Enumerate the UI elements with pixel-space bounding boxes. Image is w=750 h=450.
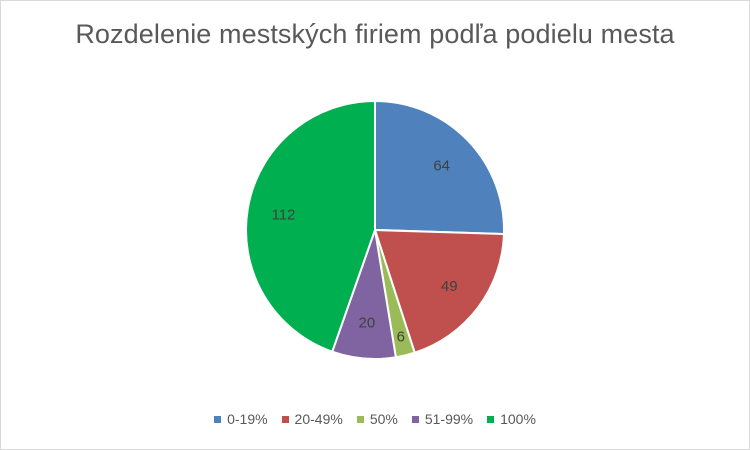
chart-title: Rozdelenie mestských firiem podľa podiel…	[75, 19, 675, 49]
legend-swatch	[487, 415, 495, 423]
legend-item: 0-19%	[214, 411, 268, 427]
data-label-51-99: 20	[359, 315, 376, 332]
pie-slice-0-19	[374, 99, 505, 236]
legend-label: 20-49%	[294, 411, 343, 427]
legend-label: 50%	[369, 411, 398, 427]
data-label-100: 112	[271, 206, 295, 223]
legend-label: 100%	[500, 411, 536, 427]
chart-legend: 0-19% 20-49% 50% 51-99% 100%	[1, 411, 749, 427]
legend-item: 20-49%	[281, 411, 343, 427]
legend-swatch	[411, 415, 419, 423]
data-label-20-49: 49	[441, 278, 458, 295]
legend-swatch	[214, 415, 222, 423]
legend-swatch	[356, 415, 364, 423]
data-label-50: 6	[397, 329, 405, 346]
legend-item: 51-99%	[411, 411, 474, 427]
pie-slice-100	[245, 99, 376, 353]
legend-item: 100%	[487, 411, 536, 427]
pie-slice-20-49	[373, 228, 505, 354]
data-label-0-19: 64	[433, 157, 450, 174]
legend-item: 50%	[356, 411, 398, 427]
legend-label: 0-19%	[227, 411, 268, 427]
legend-label: 51-99%	[424, 411, 474, 427]
legend-swatch	[281, 415, 289, 423]
